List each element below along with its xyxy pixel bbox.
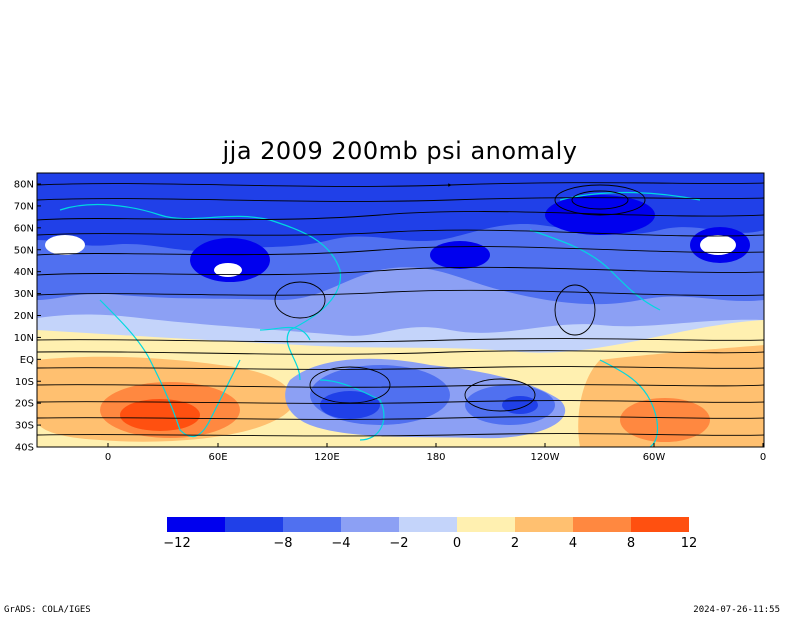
streamlines [37,182,764,437]
lat-tick-label: 80N [14,180,34,191]
lon-tick-label: 0 [760,452,766,463]
colorbar-swatch [225,517,283,532]
colorbar-swatch [341,517,399,532]
lon-tick-label: 120E [314,452,339,463]
colorbar-swatch [515,517,573,532]
negative-south-8b [502,396,538,414]
colorbar-swatch [631,517,689,532]
colorbar-label: −8 [273,536,292,551]
colorbar-label: −2 [389,536,408,551]
colorbar-label: 4 [569,536,577,551]
lat-tick-label: 20N [14,311,34,322]
zero-pocket [45,235,85,255]
colorbar-label: 8 [627,536,635,551]
lat-tick-label: 40N [14,267,34,278]
zero-pocket [214,263,242,277]
map-area [37,173,764,447]
lat-tick-label: 40S [15,443,34,454]
lat-tick-label: 10N [14,333,34,344]
latitude-axis: 80N 70N 60N 50N 40N 30N 20N 10N EQ 10S 20S 30S 40S [14,180,41,454]
positive-8-samerica [620,398,710,442]
map-frame [36,172,765,448]
colorbar-swatch [283,517,341,532]
lon-tick-label: 60E [208,452,227,463]
lat-tick-label: 60N [14,223,34,234]
lat-tick-label: 10S [15,377,34,388]
lat-tick-label: 50N [14,245,34,256]
colorbar-label: 2 [511,536,519,551]
colorbar-label: −12 [163,536,190,551]
colorbar-label: −4 [331,536,350,551]
colorbar-swatch [167,517,225,532]
footer-timestamp: 2024-07-26-11:55 [693,605,780,615]
footer-credit: GrADS: COLA/IGES [4,605,91,615]
colorbar-label: 12 [681,536,698,551]
lat-tick-label: 30N [14,289,34,300]
negative-south-8 [320,391,380,419]
lon-tick-label: 60W [643,452,666,463]
positive-12-africa [120,399,200,431]
lon-tick-label: 0 [105,452,111,463]
lat-tick-label: 70N [14,201,34,212]
lat-tick-label: EQ [20,355,34,366]
lat-tick-label: 30S [15,421,34,432]
negative-12-npacific [430,241,490,269]
longitude-axis: 0 60E 120E 180 120W 60W 0 [105,443,766,463]
lon-tick-label: 120W [531,452,560,463]
negative-12-asia [190,238,270,282]
zero-pocket [700,235,736,255]
negative-north-8 [37,173,764,252]
colorbar-label: 0 [453,536,461,551]
colorbar-swatch [399,517,457,532]
page-title: jja 2009 200mb psi anomaly [222,137,578,165]
lat-tick-label: 20S [15,399,34,410]
colorbar-swatch [573,517,631,532]
colorbar-swatch [457,517,515,532]
colorbar: −12 −8 −4 −2 0 2 4 8 12 [163,517,697,551]
lon-tick-label: 180 [426,452,445,463]
